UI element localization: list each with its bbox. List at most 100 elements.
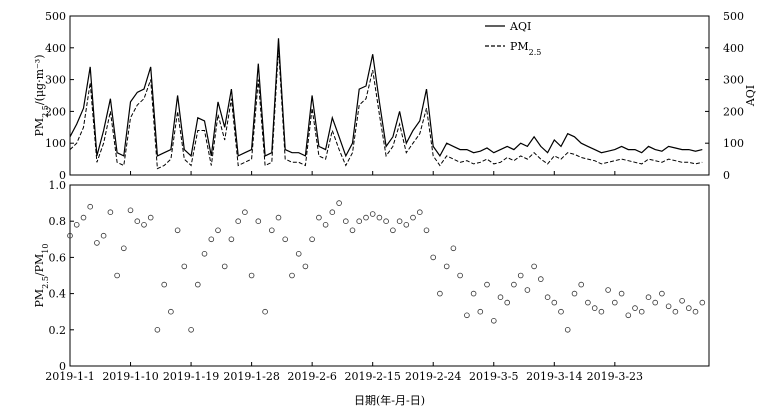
legend-label-aqi: AQI xyxy=(509,20,531,33)
ratio-point xyxy=(598,308,605,315)
bottom-y-tick-label: 0.2 xyxy=(49,324,67,337)
ratio-point xyxy=(208,236,215,243)
ratio-point xyxy=(531,263,537,270)
top-right-tick-label: 0 xyxy=(723,169,730,182)
ratio-point xyxy=(94,240,100,246)
x-axis-title: 日期(年-月-日) xyxy=(354,393,425,407)
ratio-point xyxy=(578,281,584,288)
ratio-point xyxy=(275,214,282,221)
ratio-point xyxy=(645,294,652,301)
ratio-point xyxy=(80,214,87,221)
ratio-point xyxy=(632,305,638,311)
ratio-point xyxy=(107,209,114,216)
ratio-point xyxy=(511,281,517,288)
ratio-point xyxy=(336,200,342,206)
ratio-point xyxy=(470,290,477,297)
ratio-point xyxy=(591,305,598,311)
ratio-point xyxy=(141,222,147,228)
ratio-point xyxy=(114,272,120,279)
bottom-panel-frame xyxy=(69,184,710,367)
ratio-point xyxy=(430,254,437,261)
ratio-point xyxy=(504,299,511,306)
ratio-point xyxy=(289,272,295,279)
x-tick-label: 2019-3-14 xyxy=(526,370,582,383)
x-tick-label: 2019-2-15 xyxy=(344,370,400,383)
ratio-point xyxy=(497,294,504,301)
top-right-tick-label: 400 xyxy=(723,42,744,55)
ratio-point xyxy=(517,272,524,279)
ratio-point xyxy=(410,214,416,221)
top-left-tick-label: 0 xyxy=(59,169,66,182)
ratio-point xyxy=(255,218,262,225)
ratio-point xyxy=(228,236,235,243)
top-panel-frame xyxy=(69,15,710,176)
ratio-point xyxy=(685,305,692,311)
ratio-point xyxy=(665,303,672,310)
ratio-point xyxy=(161,281,168,288)
top-right-tick-label: 500 xyxy=(723,10,744,23)
ratio-point xyxy=(262,308,268,315)
ratio-point xyxy=(201,251,208,257)
ratio-point xyxy=(558,308,564,315)
ratio-point xyxy=(477,308,484,315)
ratio-point xyxy=(692,308,699,315)
x-tick-label: 2019-2-24 xyxy=(405,370,461,383)
ratio-point xyxy=(268,227,275,234)
ratio-point xyxy=(390,227,396,234)
ratio-point xyxy=(195,281,201,288)
ratio-point xyxy=(564,326,571,333)
top-right-tick-label: 300 xyxy=(723,74,744,87)
ratio-point xyxy=(356,218,363,225)
ratio-point xyxy=(544,294,551,301)
ratio-point xyxy=(282,236,289,243)
bottom-y-tick-label: 0.6 xyxy=(49,251,67,264)
ratio-point xyxy=(443,263,450,270)
x-tick-label: 2019-1-28 xyxy=(223,370,279,383)
ratio-point xyxy=(134,218,141,225)
ratio-point xyxy=(396,218,403,225)
ratio-point xyxy=(248,272,255,279)
ratio-point xyxy=(450,245,457,252)
bottom-y-tick-label: 0.8 xyxy=(49,215,67,228)
ratio-point xyxy=(571,290,578,297)
bottom-y-tick-label: 1.0 xyxy=(49,179,67,192)
bottom-y-tick-label: 0 xyxy=(59,360,66,373)
x-tick-label: 2019-3-5 xyxy=(469,370,518,383)
ratio-point xyxy=(679,297,685,304)
ratio-point xyxy=(73,222,80,228)
ratio-point xyxy=(672,308,679,315)
top-left-tick-label: 300 xyxy=(45,74,66,87)
ratio-point xyxy=(316,214,322,221)
ratio-point xyxy=(302,263,309,270)
top-y-axis-title: PM2.5/(μg·m⁻³) xyxy=(33,54,50,136)
ratio-point xyxy=(611,299,618,306)
ratio-point xyxy=(524,287,531,293)
bottom-y-axis-title: PM2.5/PM10 xyxy=(33,244,50,308)
ratio-point xyxy=(464,312,470,319)
top-right-tick-label: 100 xyxy=(723,137,744,150)
ratio-point xyxy=(147,214,154,221)
x-tick-label: 2019-3-23 xyxy=(587,370,643,383)
ratio-point xyxy=(127,207,134,214)
ratio-point xyxy=(309,236,315,243)
ratio-point xyxy=(221,263,228,270)
ratio-point xyxy=(168,308,174,315)
ratio-point xyxy=(369,211,376,217)
ratio-point xyxy=(87,203,93,210)
top-right-tick-label: 200 xyxy=(723,105,744,118)
ratio-point xyxy=(699,299,706,306)
ratio-point xyxy=(605,287,611,293)
ratio-point xyxy=(188,326,194,333)
top-right-axis-title: AQI xyxy=(744,85,757,107)
ratio-point xyxy=(551,299,558,306)
top-left-tick-label: 100 xyxy=(45,137,66,150)
ratio-point xyxy=(376,214,383,221)
ratio-point xyxy=(652,299,658,306)
ratio-point xyxy=(585,299,591,306)
ratio-point xyxy=(322,222,329,228)
x-tick-label: 2019-1-1 xyxy=(45,370,94,383)
ratio-point xyxy=(383,218,389,225)
ratio-point xyxy=(618,290,625,297)
ratio-point xyxy=(242,209,248,216)
